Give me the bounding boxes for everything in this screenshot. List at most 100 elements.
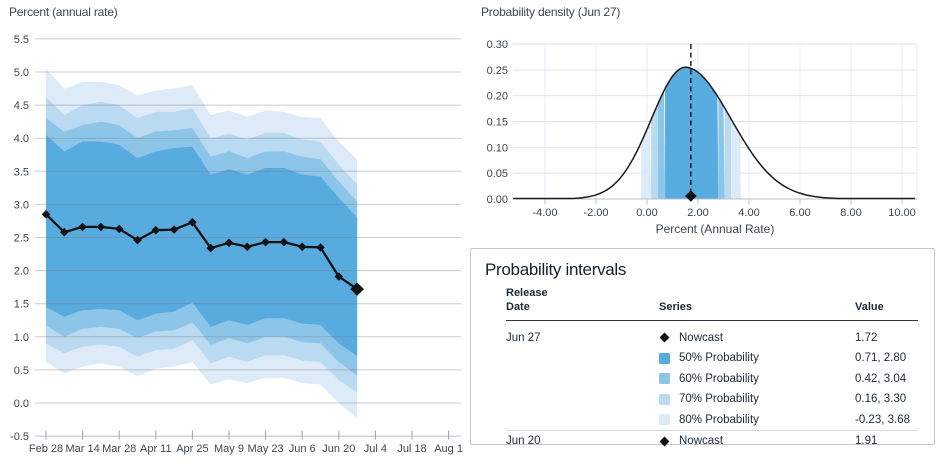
series-cell: Nowcast (659, 430, 855, 452)
density-x-axis-label: Percent (Annual Rate) (655, 222, 775, 236)
p80-swatch-icon (659, 414, 670, 426)
x-tick-label: Jun 6 (289, 443, 316, 455)
series-label: 70% Probability (679, 393, 759, 406)
value-cell: 1.72 (855, 331, 878, 344)
density-fill-p80 (641, 122, 652, 199)
table-row: Jun 20 Nowcast 1.91 (506, 430, 918, 452)
nowcast-point (297, 242, 307, 252)
y-tick-label: 5.0 (14, 67, 29, 79)
value-cell: 0.71, 2.80 (855, 352, 907, 365)
nowcast-point (279, 237, 289, 247)
series-label: 50% Probability (679, 352, 759, 365)
series-cell: 60% Probability (659, 369, 855, 390)
series-cell: 70% Probability (659, 389, 855, 410)
x-tick-label: May 23 (248, 443, 284, 455)
nowcast-latest-point (350, 282, 364, 296)
y-tick-label: 0.25 (487, 65, 508, 77)
nowcast-point (206, 243, 215, 253)
y-tick-label: 0.30 (487, 39, 508, 51)
x-tick-label: Apr 25 (176, 443, 208, 455)
density-chart-title: Probability density (Jun 27) (481, 5, 621, 19)
value-cell: 0.42, 3.04 (855, 372, 907, 385)
series-cell: 50% Probability (659, 348, 855, 369)
x-tick-label: 4.00 (738, 207, 759, 219)
x-tick-label: Apr 11 (140, 443, 172, 455)
nowcast-point (261, 237, 270, 247)
x-tick-label: Mar 14 (65, 443, 99, 455)
table-row: 50% Probability 0.71, 2.80 (506, 348, 918, 369)
value-cell: -0.23, 3.68 (855, 413, 910, 426)
x-tick-label: Jul 4 (364, 443, 387, 455)
nowcast-point (96, 222, 106, 232)
nowcast-point (41, 210, 51, 219)
intervals-panel-title: Probability intervals (485, 260, 627, 279)
intervals-panel: Probability intervals Release Date Serie… (470, 248, 935, 452)
header-release-date: Release Date (506, 287, 659, 321)
header-value: Value (855, 287, 918, 321)
fan-band-p50 (46, 134, 358, 356)
y-tick-label: 0.0 (14, 398, 29, 410)
fan-chart-title: Percent (annual rate) (9, 5, 118, 19)
nowcast-point (169, 225, 179, 234)
density-fill-p60 (718, 97, 725, 199)
intervals-table: Release Date Series Value Jun 27 Nowcast… (506, 287, 918, 452)
y-tick-label: 0.10 (487, 142, 508, 154)
table-row: 80% Probability -0.23, 3.68 (506, 410, 918, 431)
y-tick-label: 4.5 (14, 100, 29, 112)
nowcast-point (334, 272, 344, 281)
nowcast-point (151, 225, 161, 235)
nowcast-point (224, 238, 234, 248)
p60-swatch-icon (659, 373, 670, 385)
release-date-cell: Jun 20 (506, 430, 659, 452)
release-date-cell (506, 348, 659, 369)
release-date-cell (506, 389, 659, 410)
nowcast-fan-chart: Feb 28 Mar 14 Mar 28 Apr 11 Apr 25 May 9 May 2… (10, 34, 463, 455)
y-tick-label: 1.0 (14, 332, 29, 344)
nowcast-point (188, 217, 197, 227)
x-tick-label: Jun 20 (322, 443, 355, 455)
y-tick-label: 0.15 (487, 116, 508, 128)
y-tick-label: 2.5 (14, 233, 29, 245)
y-tick-label: 3.5 (14, 166, 29, 178)
x-tick-label: -2.00 (583, 207, 608, 219)
y-tick-label: 4.0 (14, 133, 29, 145)
header-series: Series (659, 287, 855, 321)
series-label: 60% Probability (679, 372, 759, 385)
density-fill-p60 (657, 90, 666, 199)
nowcast-diamond-icon (659, 436, 670, 447)
value-cell: 1.91 (855, 430, 918, 452)
table-row: 60% Probability 0.42, 3.04 (506, 369, 918, 390)
y-tick-label: 2.0 (14, 266, 29, 278)
x-tick-label: Aug 1 (434, 443, 463, 455)
x-tick-label: 0.00 (636, 207, 657, 219)
nowcast-point (133, 235, 142, 245)
x-tick-label: May 9 (214, 443, 244, 455)
nowcast-diamond-icon (659, 332, 670, 343)
x-tick-label: Mar 28 (102, 443, 136, 455)
nowcast-point (243, 242, 252, 252)
y-tick-label: -0.5 (10, 431, 29, 443)
nowcast-point (114, 224, 124, 234)
x-tick-label: -4.00 (532, 207, 557, 219)
nowcast-marker (685, 190, 697, 202)
x-tick-label: 8.00 (840, 207, 861, 219)
release-date-cell (506, 369, 659, 390)
y-tick-label: 1.5 (14, 299, 29, 311)
x-tick-label: 2.00 (687, 207, 708, 219)
table-row: Jun 27 Nowcast 1.72 (506, 320, 918, 348)
density-fill-p70 (724, 107, 732, 199)
y-tick-label: 3.0 (14, 199, 29, 211)
p70-swatch-icon (659, 393, 670, 405)
series-label: Nowcast (679, 331, 724, 344)
y-tick-label: 0.05 (487, 168, 508, 180)
x-tick-label: 10.00 (888, 207, 916, 219)
value-cell: 0.16, 3.30 (855, 393, 907, 406)
release-date-cell: Jun 27 (506, 331, 541, 344)
y-tick-label: 5.5 (14, 34, 29, 46)
y-tick-label: 0.00 (487, 194, 508, 206)
series-label: Nowcast (679, 435, 724, 448)
y-tick-label: 0.5 (14, 365, 29, 377)
density-fill-p50 (665, 67, 719, 199)
nowcast-point (78, 222, 87, 232)
